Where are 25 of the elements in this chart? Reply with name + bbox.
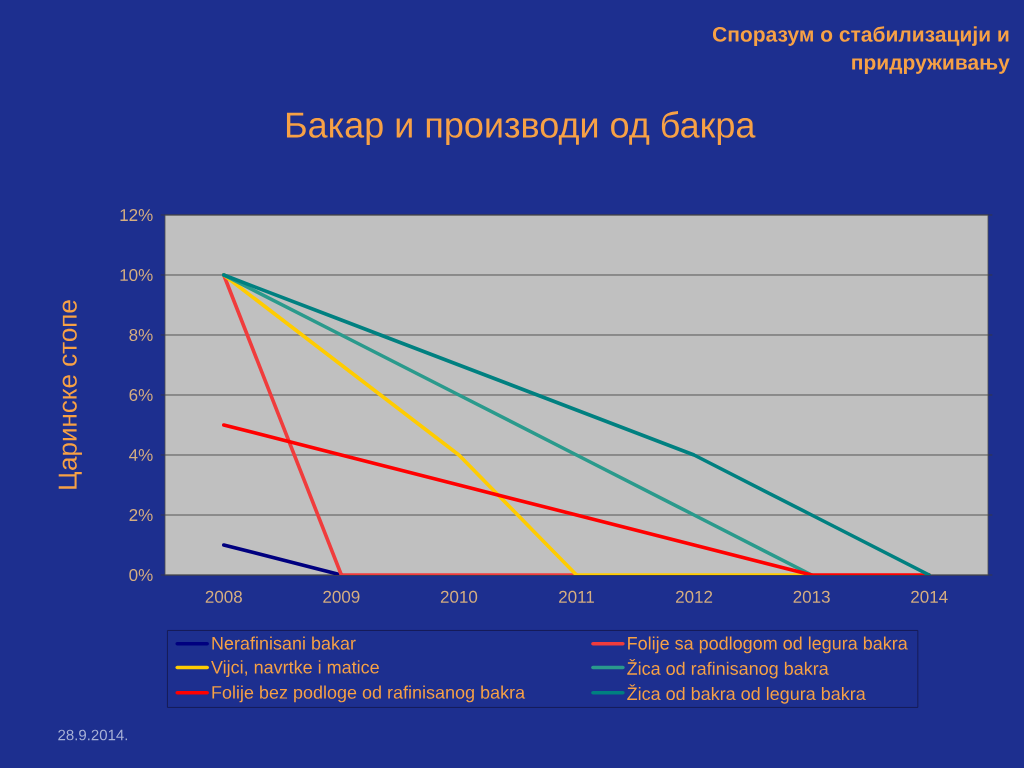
y-tick-label: 12%: [120, 209, 153, 221]
x-tick-label: 2014: [911, 590, 948, 603]
y-tick-label: 6%: [129, 388, 153, 402]
chart-subtitle: Споразум о стабилизацији и придруживању: [712, 26, 1010, 74]
y-tick-label: 8%: [129, 328, 153, 342]
legend-label: Vijci, navrtke i matice: [211, 660, 379, 678]
x-tick-label: 2013: [793, 590, 830, 603]
chart-title: Бакар и производи од бакра: [286, 111, 756, 145]
legend-label: Nerafinisani bakar: [212, 636, 356, 650]
y-tick-label: 10%: [120, 268, 153, 282]
text: 28.9.2014.: [58, 729, 128, 741]
legend-label: Folije sa podlogom od legura bakra: [628, 636, 908, 654]
x-tick-label: 2012: [676, 590, 713, 603]
line-series: [221, 273, 932, 575]
legend-label: Folije bez podloge od rafinisanog bakra: [212, 685, 526, 703]
legend-label: Žica od bakra od legura bakra: [627, 684, 866, 704]
y-tick-label: 0%: [129, 568, 153, 582]
x-tick-label: 2009: [323, 590, 360, 603]
x-tick-label: 2010: [440, 590, 478, 603]
y-tick-label: 4%: [129, 449, 153, 461]
legend-label: Žica od rafinisanog bakra: [627, 658, 829, 679]
y-axis-title: Царинске стопе: [58, 300, 82, 489]
x-tick-label: 2008: [205, 590, 242, 603]
x-tick-label: 2011: [559, 590, 594, 603]
y-tick-label: 2%: [129, 509, 153, 521]
